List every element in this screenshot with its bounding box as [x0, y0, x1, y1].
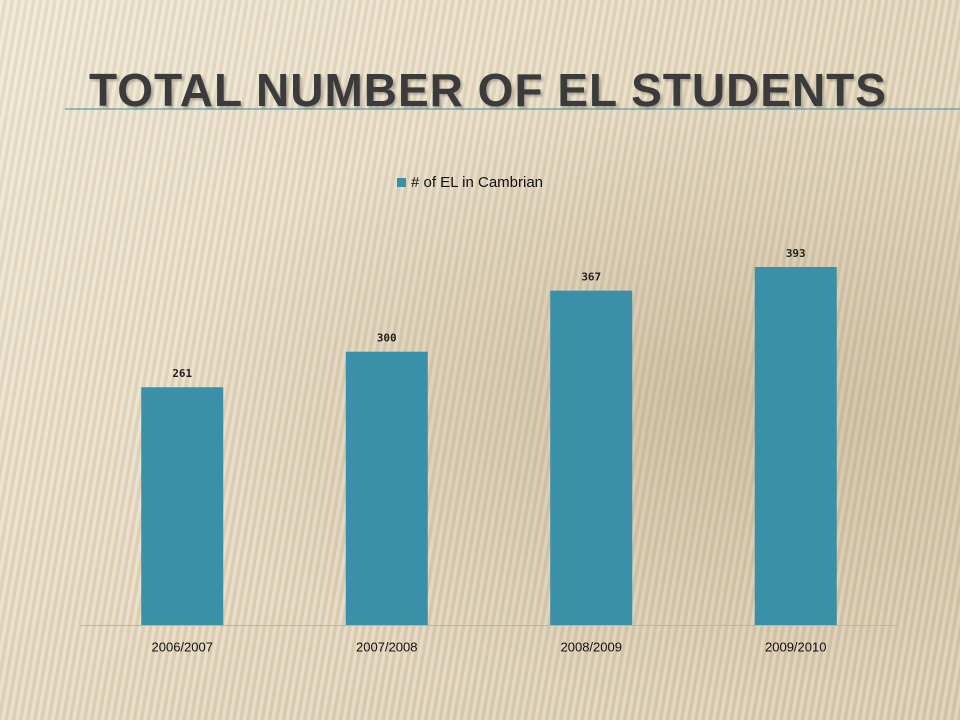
chart-title: TOTAL NUMBER OF EL STUDENTS	[89, 64, 887, 116]
bar	[754, 267, 837, 625]
legend-swatch	[397, 178, 406, 187]
data-label: 300	[377, 332, 397, 345]
data-label: 367	[581, 271, 601, 284]
bar	[141, 387, 224, 625]
data-label: 261	[172, 367, 192, 380]
x-tick-label: 2009/2010	[765, 639, 826, 654]
x-tick-label: 2008/2009	[561, 639, 622, 654]
bar	[345, 351, 428, 625]
data-label: 393	[786, 247, 806, 260]
x-tick-label: 2007/2008	[356, 639, 417, 654]
bar	[550, 290, 633, 625]
legend-label: # of EL in Cambrian	[411, 174, 543, 191]
x-tick-label: 2006/2007	[152, 639, 213, 654]
